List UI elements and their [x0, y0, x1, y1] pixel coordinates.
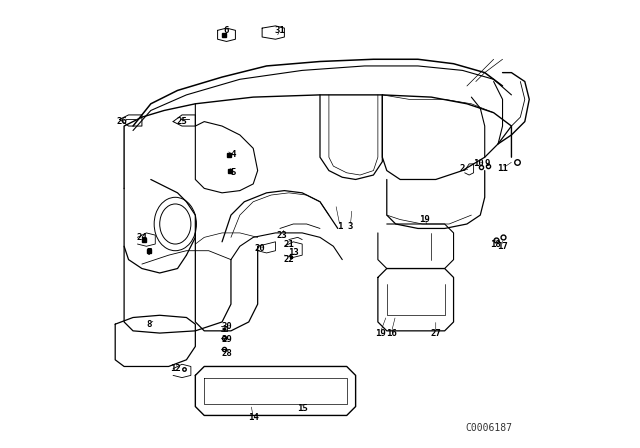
- Text: 13: 13: [288, 249, 299, 258]
- Text: 7: 7: [146, 249, 151, 258]
- Text: C0006187: C0006187: [466, 423, 513, 433]
- Text: 10: 10: [473, 159, 483, 168]
- Text: 3: 3: [348, 222, 353, 231]
- Text: 6: 6: [224, 26, 229, 35]
- Text: 26: 26: [116, 117, 127, 126]
- Text: 19: 19: [375, 328, 385, 338]
- Text: 14: 14: [248, 413, 259, 422]
- Text: 16: 16: [386, 328, 397, 338]
- Text: 19: 19: [419, 215, 430, 224]
- Text: 5: 5: [230, 168, 236, 177]
- Text: 22: 22: [284, 255, 294, 264]
- Text: 23: 23: [276, 231, 287, 240]
- Text: 30: 30: [221, 322, 232, 331]
- Text: 21: 21: [284, 240, 294, 249]
- Text: 4: 4: [230, 151, 236, 159]
- Text: 15: 15: [297, 404, 308, 413]
- Text: 27: 27: [430, 328, 441, 338]
- Text: 18: 18: [490, 240, 501, 249]
- Text: 24: 24: [136, 233, 147, 242]
- Text: 1: 1: [337, 222, 343, 231]
- Text: 12: 12: [170, 364, 180, 373]
- Text: 20: 20: [255, 244, 265, 253]
- Text: 29: 29: [221, 335, 232, 344]
- Text: 31: 31: [275, 26, 285, 35]
- Text: 25: 25: [177, 117, 188, 126]
- Text: 17: 17: [497, 242, 508, 251]
- Text: 9: 9: [484, 159, 490, 168]
- Text: 2: 2: [460, 164, 465, 173]
- Text: 8: 8: [146, 320, 151, 329]
- Text: 11: 11: [497, 164, 508, 173]
- Text: 28: 28: [221, 349, 232, 358]
